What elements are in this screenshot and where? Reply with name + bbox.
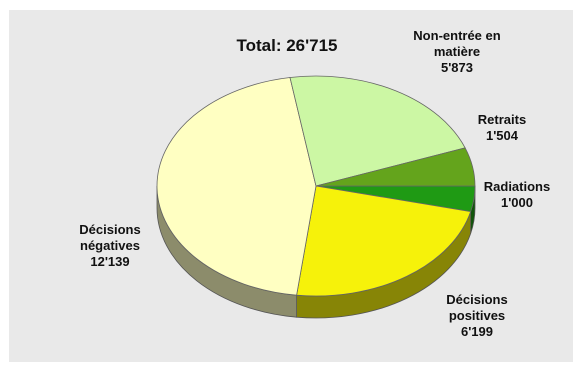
- slice-label-0: Radiations 1'000: [484, 179, 550, 210]
- slice-label-line: 1'000: [501, 195, 533, 210]
- slice-label-line: Retraits: [478, 112, 526, 127]
- slice-label-line: 1'504: [486, 128, 519, 143]
- pie-sides: [156, 185, 476, 319]
- slice-label-line: 6'199: [461, 324, 493, 339]
- slice-label-line: Radiations: [484, 179, 550, 194]
- slice-1: [296, 185, 472, 297]
- slice-label-3: Non-entrée en matière 5'873: [413, 28, 500, 75]
- slice-label-line: positives: [449, 308, 505, 323]
- pie-slices: [156, 75, 476, 297]
- slice-label-4: Retraits 1'504: [478, 112, 526, 143]
- slice-label-line: 5'873: [441, 60, 473, 75]
- slice-label-line: matière: [434, 44, 480, 59]
- slice-2: [156, 77, 317, 296]
- slice-label-line: Non-entrée en: [413, 28, 500, 43]
- slice-label-2: Décisions négatives 12'139: [79, 222, 140, 269]
- slice-label-line: Décisions: [79, 222, 140, 237]
- slice-label-line: Décisions: [446, 292, 507, 307]
- slice-label-line: 12'139: [90, 254, 129, 269]
- chart-title: Total: 26'715: [236, 36, 337, 55]
- slice-4: [315, 147, 476, 187]
- slice-label-line: négatives: [80, 238, 140, 253]
- slice-label-1: Décisions positives 6'199: [446, 292, 507, 339]
- slice-3: [289, 75, 466, 187]
